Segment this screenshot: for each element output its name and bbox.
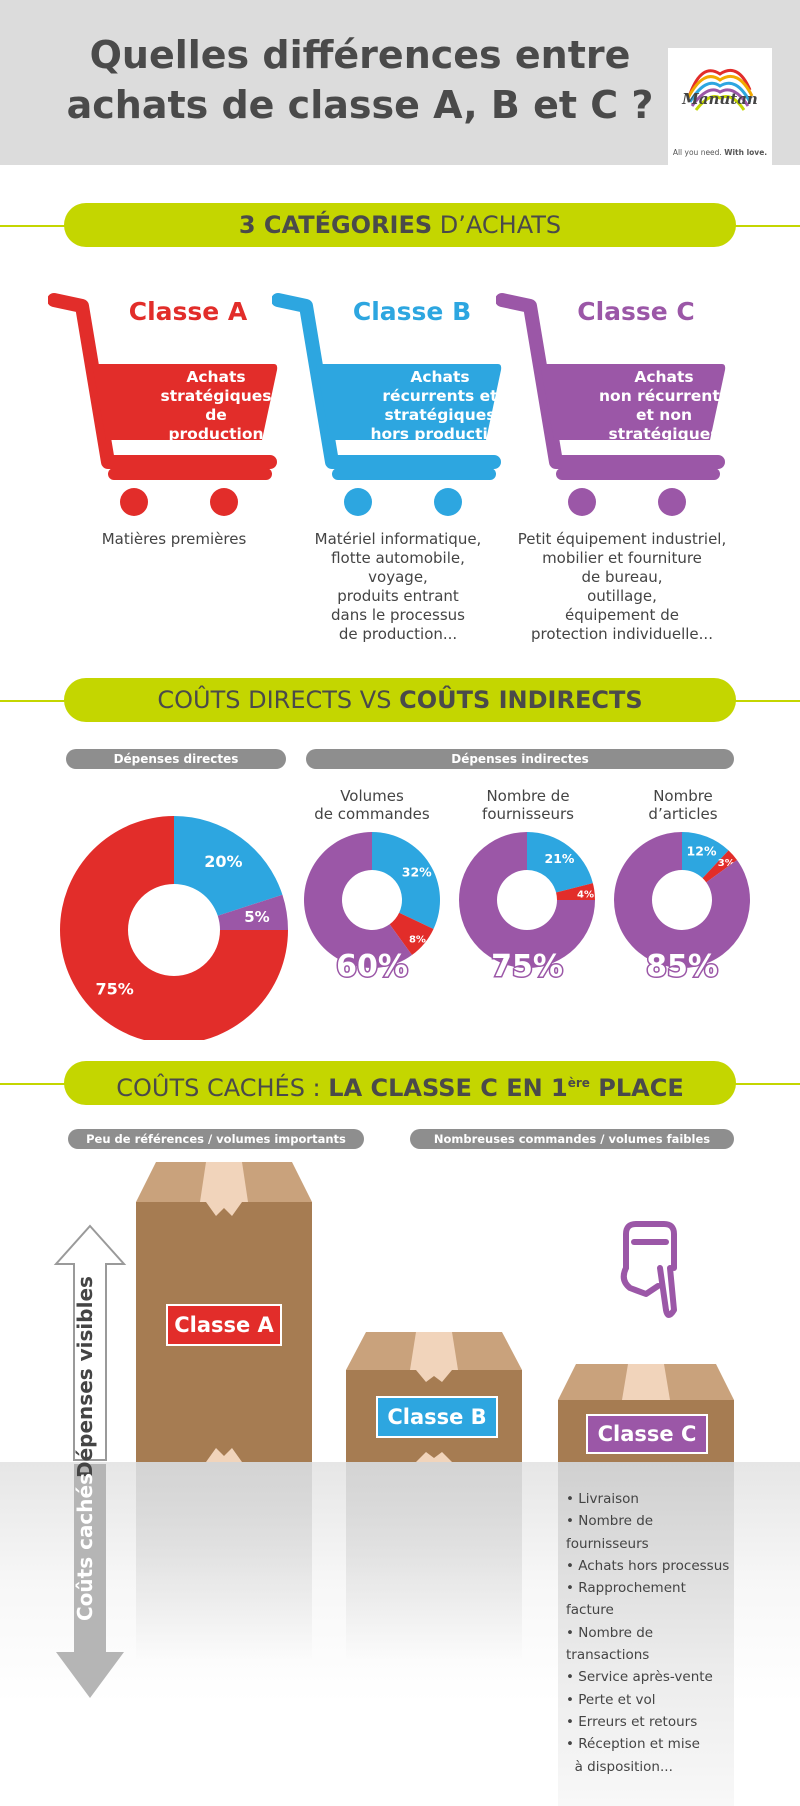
donut-volumes-label-classe-b: 32% xyxy=(402,865,432,880)
pill-direct-spending: Dépenses directes xyxy=(66,749,286,769)
logo-tagline: All you need. With love. xyxy=(672,148,768,157)
donut-volumes-slice-classe-b xyxy=(372,832,440,929)
page-title: Quelles différences entre achats de clas… xyxy=(60,30,660,130)
visible-hidden-axis-arrows xyxy=(53,1224,127,1698)
list-item: • Erreurs et retours xyxy=(566,1713,698,1730)
axis-label-hidden: Coûts cachés xyxy=(73,1473,97,1621)
pointing-hand-icon xyxy=(620,1221,677,1318)
donut-articles-slice-classe-c xyxy=(614,832,751,968)
donut-articles-slice-classe-b xyxy=(682,832,729,879)
box-b-reflection xyxy=(346,1462,522,1662)
logo-wordmark: Manutan xyxy=(682,90,758,108)
donut-volumes-slice-classe-c xyxy=(303,832,412,968)
donut-articles-label-classe-b: 12% xyxy=(687,844,717,859)
cart-c-title: Classe C xyxy=(577,297,695,326)
arrow-up-icon xyxy=(53,1224,127,1461)
metric-label-articles: Nombre d’articles xyxy=(648,787,718,823)
header-banner xyxy=(0,0,800,165)
list-item: • Achats hors processus xyxy=(566,1557,730,1574)
donut-direct-slice-classe-b xyxy=(174,816,283,916)
title-line-1: Quelles différences entre xyxy=(89,33,631,77)
list-item: à disposition... xyxy=(574,1758,673,1775)
box-a-icon xyxy=(136,1162,312,1462)
donut-suppliers-label-classe-c: 75% xyxy=(491,949,563,984)
list-item: • Livraison xyxy=(566,1491,639,1507)
list-item: • Perte et vol xyxy=(566,1691,656,1708)
cart-b-icon xyxy=(272,293,502,516)
pill-indirect-spending: Dépenses indirectes xyxy=(306,749,734,769)
cart-c-text: Achats non récurrents et non stratégiques xyxy=(599,368,729,443)
cart-a-text: Achats stratégiques de production xyxy=(160,368,272,443)
list-item: • Nombre de transactions xyxy=(566,1624,654,1664)
donut-suppliers-slice-classe-b xyxy=(527,832,593,893)
cart-a-examples: Matières premières xyxy=(101,530,247,548)
list-item: • Réception et mise xyxy=(566,1736,700,1753)
donut-direct-label-classe-b: 20% xyxy=(204,852,242,871)
list-item: • Nombre de fournisseurs xyxy=(566,1513,654,1552)
cart-a-icon xyxy=(48,293,278,516)
box-a-reflection xyxy=(136,1462,312,1662)
donut-volumes-slice-classe-a xyxy=(389,912,434,956)
cart-c-icon xyxy=(496,293,726,516)
donut-volumes: 32% 8%60% xyxy=(303,832,440,986)
logo-swirl-icon xyxy=(686,69,754,111)
cart-b-text: Achats récurrents et stratégiques hors prod… xyxy=(370,368,510,443)
donut-volumes-label-classe-c: 60% xyxy=(336,949,408,984)
arrow-down-icon xyxy=(56,1464,124,1698)
donut-volumes-label-classe-a: 8% xyxy=(409,935,426,946)
metric-label-volumes: Volumes de commandes xyxy=(314,787,430,823)
donut-direct-label-classe-c: 5% xyxy=(244,908,269,926)
donut-suppliers-label-classe-b: 21% xyxy=(545,851,575,866)
list-item: • Service après-vente xyxy=(566,1669,713,1686)
donut-direct-slice-classe-a xyxy=(60,816,288,1040)
pill-few-references: Peu de références / volumes importants xyxy=(68,1129,364,1149)
box-c-hidden-column xyxy=(558,1462,734,1806)
cart-a-title: Classe A xyxy=(128,297,248,326)
donut-articles: 12%3% 85% xyxy=(614,832,751,986)
donut-direct-label-classe-a: 75% xyxy=(95,979,133,998)
manutan-logo: Manutan All you need. With love. xyxy=(668,48,772,165)
cart-c-examples: Petit équipement industriel, mobilier et … xyxy=(517,530,727,643)
class-c-label: Classe C xyxy=(586,1414,708,1454)
list-item: • Rapprochement facture xyxy=(566,1580,686,1619)
donut-suppliers: 21% 4% 75% xyxy=(459,832,595,986)
pill-many-orders: Nombreuses commandes / volumes faibles xyxy=(410,1129,734,1149)
donut-articles-slice-classe-a xyxy=(702,850,738,883)
donut-articles-label-classe-c: 85% xyxy=(646,949,718,984)
section3-banner: COÛTS CACHÉS : LA CLASSE C EN 1ère PLACE xyxy=(64,1061,736,1105)
cart-b-examples: Matériel informatique, flotte automobile,… xyxy=(314,530,482,643)
class-b-label: Classe B xyxy=(376,1396,498,1438)
donut-direct-slice-classe-c xyxy=(217,894,288,930)
donut-suppliers-slice-classe-a xyxy=(556,883,595,900)
section1-banner: 3 CATÉGORIES D’ACHATS xyxy=(64,203,736,247)
section2-banner: COÛTS DIRECTS VS COÛTS INDIRECTS xyxy=(64,678,736,722)
metric-label-suppliers: Nombre de fournisseurs xyxy=(482,787,574,823)
hidden-costs-list: • Livraison • Nombre de fournisseurs • A… xyxy=(566,1488,736,1778)
donut-articles-label-classe-a: 3% xyxy=(718,858,735,869)
cart-b-title: Classe B xyxy=(352,297,472,326)
boxes-illustration xyxy=(136,1162,734,1462)
donut-suppliers-slice-classe-c xyxy=(459,832,595,968)
class-a-label: Classe A xyxy=(166,1304,282,1346)
donut-suppliers-label-classe-a: 4% xyxy=(577,890,594,901)
title-line-2: achats de classe A, B et C ? xyxy=(66,83,654,127)
donut-charts: 20% 5% 75% 32% 8%60% 21% 4% 75% 12%3% 85% xyxy=(60,816,751,1040)
donut-direct: 20% 5% 75% xyxy=(60,816,288,1040)
